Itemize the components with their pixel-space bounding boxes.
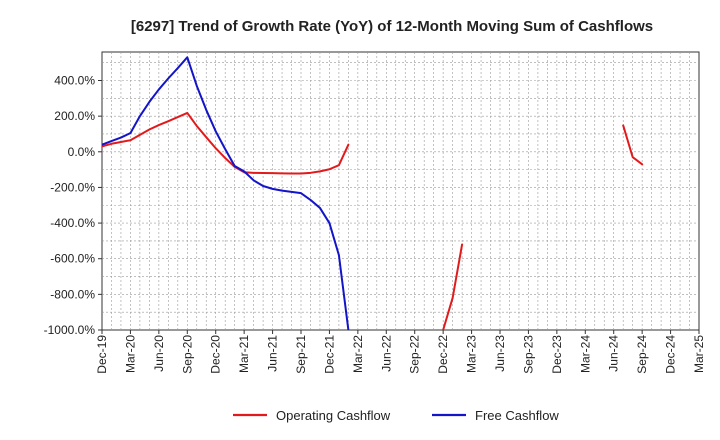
y-tick-label: -800.0%	[50, 287, 95, 301]
legend-item-free-cashflow: Free Cashflow	[432, 408, 559, 423]
x-tick-label: Sep-21	[294, 335, 308, 374]
legend: Operating Cashflow Free Cashflow	[233, 408, 559, 423]
series-line-operating-cashflow	[622, 124, 644, 166]
x-tick-label: Dec-21	[322, 335, 336, 374]
y-tick-label: 400.0%	[54, 74, 95, 88]
series-line-free-cashflow	[102, 56, 350, 330]
plot-area	[101, 51, 700, 331]
y-axis: 400.0% 200.0% 0.0% -200.0% -400.0% -600.0% -80…	[44, 74, 102, 337]
x-tick-label: Mar-23	[465, 335, 479, 373]
x-tick-label: Mar-25	[692, 335, 706, 373]
x-tick-label: Mar-20	[123, 335, 137, 373]
y-tick-label: 200.0%	[54, 109, 95, 123]
x-tick-label: Sep-20	[180, 335, 194, 374]
x-tick-label: Jun-22	[379, 335, 393, 372]
x-tick-label: Dec-24	[664, 335, 678, 374]
x-tick-label: Sep-22	[408, 335, 422, 374]
grid	[102, 52, 699, 330]
x-tick-label: Mar-21	[237, 335, 251, 373]
x-tick-label: Dec-20	[209, 335, 223, 374]
chart-title: [6297] Trend of Growth Rate (YoY) of 12-…	[131, 18, 653, 35]
x-tick-label: Mar-22	[351, 335, 365, 373]
legend-item-operating-cashflow: Operating Cashflow	[233, 408, 391, 423]
y-tick-label: 0.0%	[68, 145, 96, 159]
y-tick-label: -200.0%	[50, 180, 95, 194]
legend-label: Operating Cashflow	[276, 408, 391, 423]
x-tick-label: Dec-22	[436, 335, 450, 374]
x-tick-label: Sep-23	[521, 335, 535, 374]
x-axis: Dec-19 Mar-20 Jun-20 Sep-20 Dec-20 Mar-21 Jun-…	[95, 330, 706, 374]
x-tick-label: Dec-23	[550, 335, 564, 374]
y-tick-label: -600.0%	[50, 252, 95, 266]
x-tick-label: Jun-21	[266, 335, 280, 372]
x-tick-label: Sep-24	[635, 335, 649, 374]
legend-label: Free Cashflow	[475, 408, 559, 423]
series-line-operating-cashflow	[442, 243, 464, 330]
x-tick-label: Mar-24	[578, 335, 592, 373]
y-tick-label: -400.0%	[50, 216, 95, 230]
x-tick-label: Jun-23	[493, 335, 507, 372]
x-tick-label: Dec-19	[95, 335, 109, 374]
series-layer	[102, 56, 644, 330]
x-tick-label: Jun-24	[607, 335, 621, 372]
y-tick-label: -1000.0%	[44, 323, 96, 337]
x-tick-label: Jun-20	[152, 335, 166, 372]
series-line-operating-cashflow	[102, 111, 350, 175]
